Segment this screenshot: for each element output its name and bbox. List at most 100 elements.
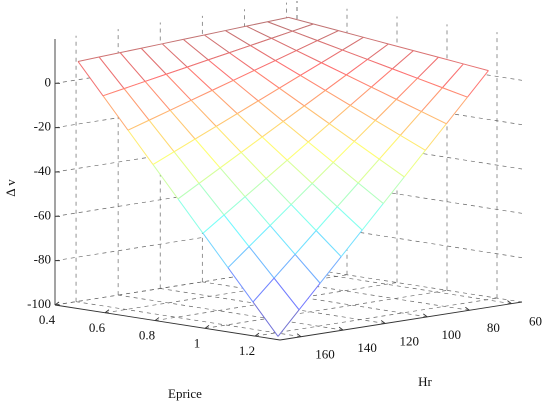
mesh-edge <box>211 90 238 115</box>
mesh-edge <box>292 23 314 32</box>
mesh-edge <box>424 123 447 151</box>
mesh-edge <box>173 151 200 184</box>
mesh-edge <box>141 43 163 49</box>
mesh-edge <box>290 183 313 205</box>
mesh-edge <box>317 40 343 51</box>
mesh-edge <box>169 99 192 111</box>
mesh-edge <box>102 95 129 131</box>
mesh-edge <box>273 277 300 311</box>
mesh-edge <box>463 63 489 72</box>
mesh-face <box>442 63 489 98</box>
mesh-edge <box>265 159 288 179</box>
mesh-edge <box>275 60 301 76</box>
mesh-edge <box>127 129 154 165</box>
y-tick-label: 140 <box>357 340 377 355</box>
mesh-face <box>145 74 192 111</box>
mesh-face <box>337 182 384 231</box>
z-grid-line <box>296 266 523 303</box>
mesh-edge <box>282 105 305 122</box>
mesh-face <box>141 43 188 75</box>
mesh-edge <box>152 164 179 200</box>
mesh-edge <box>332 141 355 163</box>
mesh-edge <box>378 158 405 178</box>
mesh-edge <box>321 62 347 76</box>
mesh-edge <box>417 77 443 89</box>
mesh-edge <box>321 49 343 64</box>
mesh-face <box>195 126 242 168</box>
mesh-face <box>212 80 259 114</box>
mesh-edge <box>363 36 389 45</box>
mesh-face <box>329 105 376 142</box>
z-grid-line <box>296 222 523 259</box>
mesh-edge <box>296 50 322 64</box>
x-tick-label: 0.6 <box>89 320 106 335</box>
mesh-face <box>225 26 272 46</box>
mesh-edge <box>267 16 289 23</box>
mesh-edge <box>388 43 414 52</box>
mesh-face <box>287 141 334 184</box>
mesh-edge <box>294 254 321 284</box>
mesh-edge <box>417 56 439 79</box>
y-tick <box>507 300 512 305</box>
mesh-edge <box>223 214 250 247</box>
z-tick-label: -60 <box>34 207 51 222</box>
mesh-edge <box>374 99 397 121</box>
mesh-edge <box>261 136 288 161</box>
mesh-face <box>78 57 125 96</box>
mesh-face <box>266 160 313 205</box>
mesh-edge <box>328 105 351 125</box>
mesh-edge <box>438 56 464 65</box>
mesh-edge <box>198 167 221 184</box>
mesh-edge <box>253 70 280 89</box>
mesh-edge <box>215 126 242 153</box>
mesh-face <box>233 70 280 101</box>
mesh-edge <box>228 52 255 71</box>
x-grid-line <box>254 297 498 337</box>
mesh-edge <box>248 246 275 279</box>
mesh-edge <box>267 21 293 32</box>
mesh-face <box>292 23 339 41</box>
mesh-face <box>367 43 414 69</box>
mesh-face <box>99 52 146 89</box>
mesh-edge <box>382 176 405 204</box>
mesh-face <box>174 139 221 184</box>
mesh-edge <box>225 30 251 46</box>
mesh-edge <box>403 150 426 178</box>
mesh-face <box>262 121 309 161</box>
mesh-face <box>216 113 263 153</box>
mesh-edge <box>244 178 267 198</box>
mesh-face <box>295 230 342 284</box>
mesh-edge <box>233 70 255 81</box>
y-tick <box>296 333 302 338</box>
mesh-face <box>396 78 443 112</box>
mesh-face <box>204 30 251 53</box>
mesh-face <box>246 21 293 39</box>
z-axis-label: Δ v <box>3 179 18 197</box>
mesh-edge <box>194 125 217 140</box>
mesh-edge <box>227 267 254 303</box>
mesh-face <box>274 254 321 310</box>
mesh-face <box>392 50 439 79</box>
mesh-edge <box>300 62 322 76</box>
mesh-edge <box>248 225 271 247</box>
mesh-face <box>162 39 209 68</box>
mesh-edge <box>371 68 393 88</box>
mesh-edge <box>328 123 355 142</box>
mesh-edge <box>246 25 272 39</box>
mesh-edge <box>396 98 422 113</box>
mesh-edge <box>98 56 125 89</box>
mesh-edge <box>353 120 376 142</box>
mesh-edge <box>98 52 121 58</box>
mesh-edge <box>367 43 389 60</box>
mesh-face <box>250 38 297 61</box>
z-tick-label: 0 <box>45 74 52 89</box>
mesh-edge <box>165 66 188 75</box>
mesh-edge <box>336 182 359 208</box>
mesh-edge <box>346 59 368 76</box>
mesh-edge <box>236 100 259 115</box>
mesh-edge <box>275 50 297 61</box>
mesh-face <box>191 90 238 127</box>
mesh-edge <box>392 68 418 79</box>
mesh-edge <box>296 40 318 52</box>
mesh-edge <box>232 80 259 102</box>
